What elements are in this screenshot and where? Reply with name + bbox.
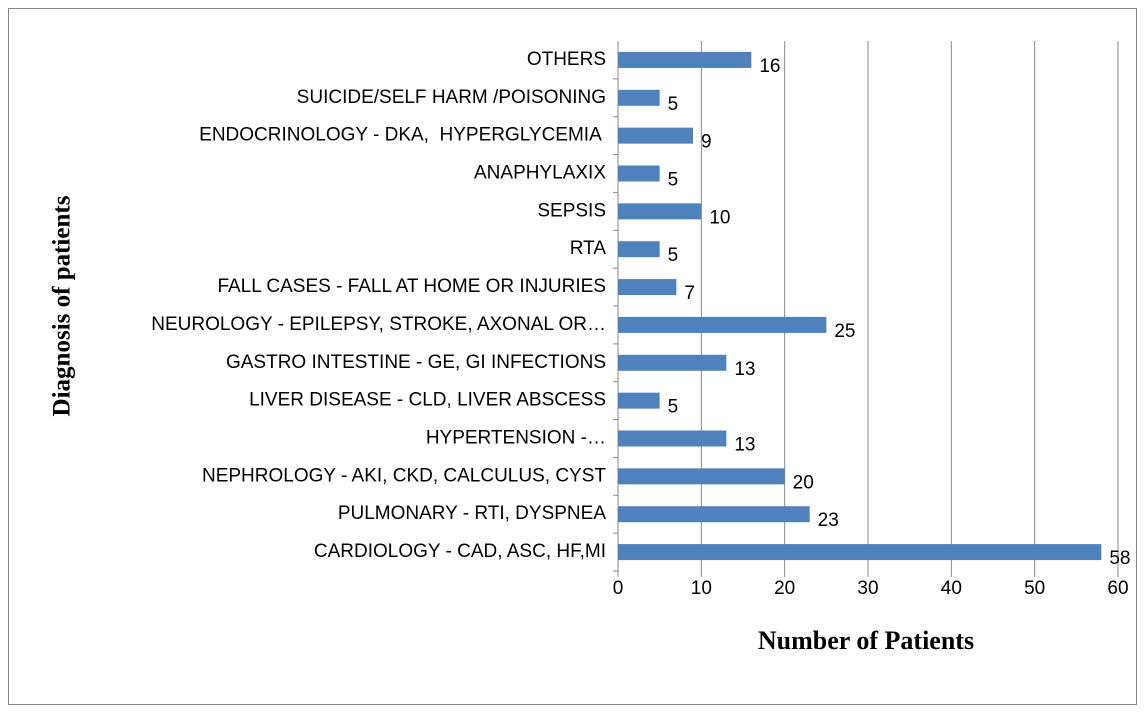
y-tick-label: SUICIDE/SELF HARM /POISONING	[297, 87, 606, 108]
value-label: 13	[734, 435, 755, 456]
bar	[618, 316, 827, 333]
y-tick-label: SEPSIS	[537, 200, 606, 221]
chart-border	[8, 8, 1137, 705]
value-label: 7	[684, 283, 695, 304]
y-tick-label: LIVER DISEASE - CLD, LIVER ABSCESS	[249, 390, 606, 411]
value-label: 23	[818, 510, 839, 531]
y-tick-label: PULMONARY - RTI, DYSPNEA	[338, 503, 607, 524]
bar	[618, 354, 727, 371]
y-tick-label: NEUROLOGY - EPILEPSY, STROKE, AXONAL OR…	[151, 314, 606, 335]
bar	[618, 165, 660, 182]
value-label: 9	[701, 132, 712, 153]
value-label: 58	[1109, 548, 1130, 569]
y-tick-label: RTA	[570, 238, 607, 259]
x-tick-label: 40	[941, 578, 962, 599]
bar	[618, 468, 785, 485]
value-label: 13	[734, 359, 755, 380]
x-tick-label: 10	[691, 578, 712, 599]
y-tick-label: FALL CASES - FALL AT HOME OR INJURIES	[217, 276, 606, 297]
y-tick-label: ENDOCRINOLOGY - DKA, HYPERGLYCEMIA	[199, 125, 606, 146]
value-label: 10	[709, 207, 730, 228]
value-label: 5	[668, 94, 679, 115]
value-label: 20	[793, 472, 814, 493]
bar	[618, 241, 660, 258]
x-tick-label: 30	[857, 578, 878, 599]
bar	[618, 392, 660, 409]
y-tick-label: ANAPHYLAXIX	[474, 163, 606, 184]
bar	[618, 430, 727, 447]
y-tick-label: CARDIOLOGY - CAD, ASC, HF,MI	[314, 541, 606, 562]
bar	[618, 506, 810, 523]
x-tick-label: 60	[1107, 578, 1128, 599]
y-tick-label: NEPHROLOGY - AKI, CKD, CALCULUS, CYST	[202, 465, 606, 486]
value-label: 16	[759, 56, 780, 77]
x-tick-label: 20	[774, 578, 795, 599]
bar	[618, 544, 1102, 561]
bar	[618, 279, 677, 296]
y-tick-label: HYPERTENSION -…	[426, 428, 606, 449]
value-label: 25	[834, 321, 855, 342]
bar	[618, 51, 752, 68]
value-label: 5	[668, 397, 679, 418]
y-tick-label: OTHERS	[527, 49, 606, 70]
y-axis-title: Diagnosis of patients	[49, 195, 76, 416]
y-tick-label: GASTRO INTESTINE - GE, GI INFECTIONS	[226, 352, 606, 373]
x-tick-label: 0	[613, 578, 624, 599]
bar	[618, 203, 702, 220]
bar	[618, 89, 660, 106]
value-label: 5	[668, 170, 679, 191]
x-tick-label: 50	[1024, 578, 1045, 599]
bar	[618, 127, 693, 144]
value-label: 5	[668, 245, 679, 266]
x-axis-title: Number of Patients	[758, 626, 974, 655]
